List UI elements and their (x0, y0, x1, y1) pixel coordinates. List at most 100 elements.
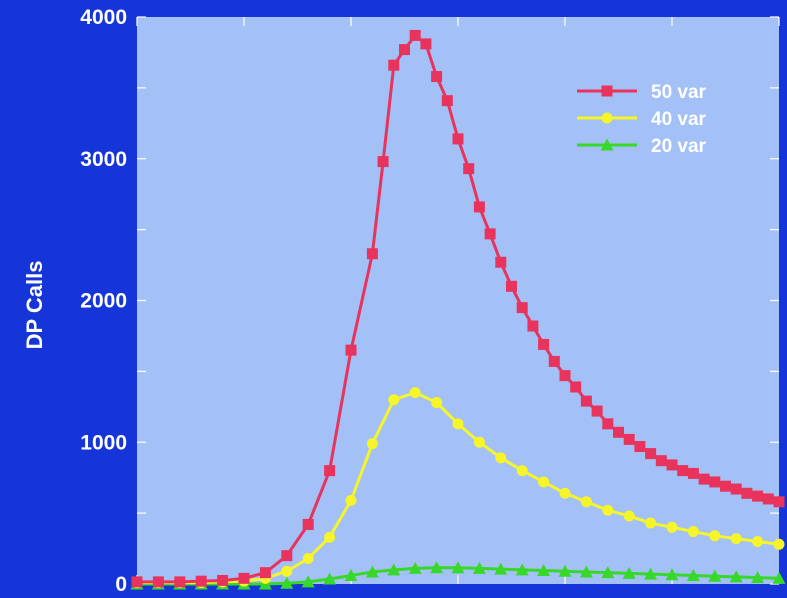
data-point-40-var (302, 552, 314, 564)
data-point-50-var (730, 483, 742, 495)
y-axis-label: DP Calls (22, 261, 47, 350)
data-point-20-var (537, 564, 551, 577)
data-point-40-var (409, 387, 421, 399)
data-point-40-var (666, 521, 678, 533)
data-point-40-var (645, 517, 657, 529)
data-point-40-var (431, 397, 443, 409)
y-tick-labels: 0 1000 2000 3000 4000 (80, 6, 127, 596)
data-point-50-var (195, 575, 207, 587)
data-point-50-var (217, 574, 229, 586)
legend-marker (601, 85, 613, 97)
data-point-20-var (665, 568, 679, 581)
data-point-50-var (506, 280, 517, 292)
data-point-50-var (399, 44, 410, 56)
data-point-20-var (644, 567, 658, 580)
data-point-40-var (452, 418, 464, 430)
data-point-20-var (686, 568, 700, 581)
legend-label: 50 var (651, 82, 707, 103)
data-point-40-var (495, 452, 507, 464)
data-point-20-var (622, 566, 636, 579)
data-point-20-var (472, 561, 486, 574)
data-point-20-var (365, 565, 379, 578)
data-point-20-var (280, 576, 294, 589)
data-point-20-var (344, 568, 358, 581)
data-point-50-var (655, 455, 667, 467)
y-tick-label: 1000 (80, 431, 127, 454)
data-point-50-var (752, 490, 764, 502)
data-point-20-var (323, 572, 337, 585)
y-tick-label: 0 (115, 573, 127, 596)
data-point-50-var (580, 395, 592, 407)
data-point-20-var (494, 562, 508, 575)
legend-entry-50-var: 50 var (577, 82, 707, 103)
legend-entry-40-var: 40 var (577, 109, 707, 130)
data-point-40-var (730, 533, 742, 545)
data-point-50-var (762, 493, 774, 505)
data-point-50-var (602, 418, 614, 430)
legend-marker (601, 112, 613, 124)
data-point-50-var (495, 256, 507, 268)
data-point-50-var (548, 355, 560, 367)
data-point-40-var (281, 565, 293, 577)
data-point-50-var (452, 133, 464, 145)
data-point-50-var (527, 320, 539, 332)
data-point-50-var (677, 465, 689, 477)
data-point-50-var (441, 95, 453, 107)
legend-entry-20-var: 20 var (577, 136, 707, 157)
data-point-20-var (708, 569, 722, 582)
y-tick-label: 3000 (80, 148, 127, 171)
data-point-50-var (463, 163, 475, 175)
data-point-50-var (516, 302, 528, 314)
data-point-40-var (580, 496, 592, 508)
data-point-40-var (773, 538, 785, 550)
data-point-50-var (366, 248, 378, 260)
data-point-50-var (623, 433, 635, 445)
legend-label: 20 var (651, 136, 707, 157)
data-point-40-var (602, 504, 614, 516)
legend-marker (600, 138, 614, 151)
data-point-50-var (131, 576, 143, 588)
data-point-20-var (430, 561, 444, 574)
data-point-20-var (408, 561, 422, 574)
data-point-50-var (388, 59, 400, 71)
data-point-50-var (773, 496, 785, 508)
data-point-40-var (516, 465, 528, 477)
data-point-50-var (720, 480, 731, 492)
data-point-50-var (538, 338, 550, 350)
data-point-50-var (698, 473, 710, 485)
data-point-50-var (409, 29, 421, 41)
data-point-50-var (420, 38, 432, 50)
data-point-20-var (729, 570, 743, 583)
data-point-40-var (388, 394, 400, 406)
data-point-50-var (741, 487, 753, 499)
data-point-50-var (431, 71, 443, 83)
data-point-50-var (377, 156, 389, 168)
data-point-50-var (559, 370, 571, 382)
data-point-40-var (538, 476, 550, 488)
data-point-40-var (623, 510, 635, 522)
data-point-50-var (570, 381, 582, 393)
data-point-50-var (281, 550, 293, 562)
series-50-var (131, 29, 785, 588)
data-point-20-var (451, 561, 465, 574)
data-point-20-var (301, 575, 315, 588)
data-point-50-var (709, 476, 721, 488)
legend-label: 40 var (651, 109, 707, 130)
data-point-40-var (324, 531, 336, 543)
y-tick-label: 2000 (80, 290, 127, 313)
data-point-20-var (558, 564, 572, 577)
data-point-50-var (345, 344, 357, 356)
data-point-50-var (666, 459, 678, 471)
data-point-50-var (687, 467, 699, 479)
data-point-50-var (324, 465, 336, 477)
data-point-50-var (473, 201, 485, 213)
y-tick-label: 4000 (80, 6, 127, 29)
data-point-20-var (601, 566, 615, 579)
data-point-50-var (152, 576, 164, 588)
data-point-50-var (591, 405, 603, 417)
data-point-50-var (259, 567, 271, 579)
data-point-40-var (559, 487, 571, 499)
data-point-20-var (751, 571, 765, 584)
data-point-20-var (387, 563, 401, 576)
